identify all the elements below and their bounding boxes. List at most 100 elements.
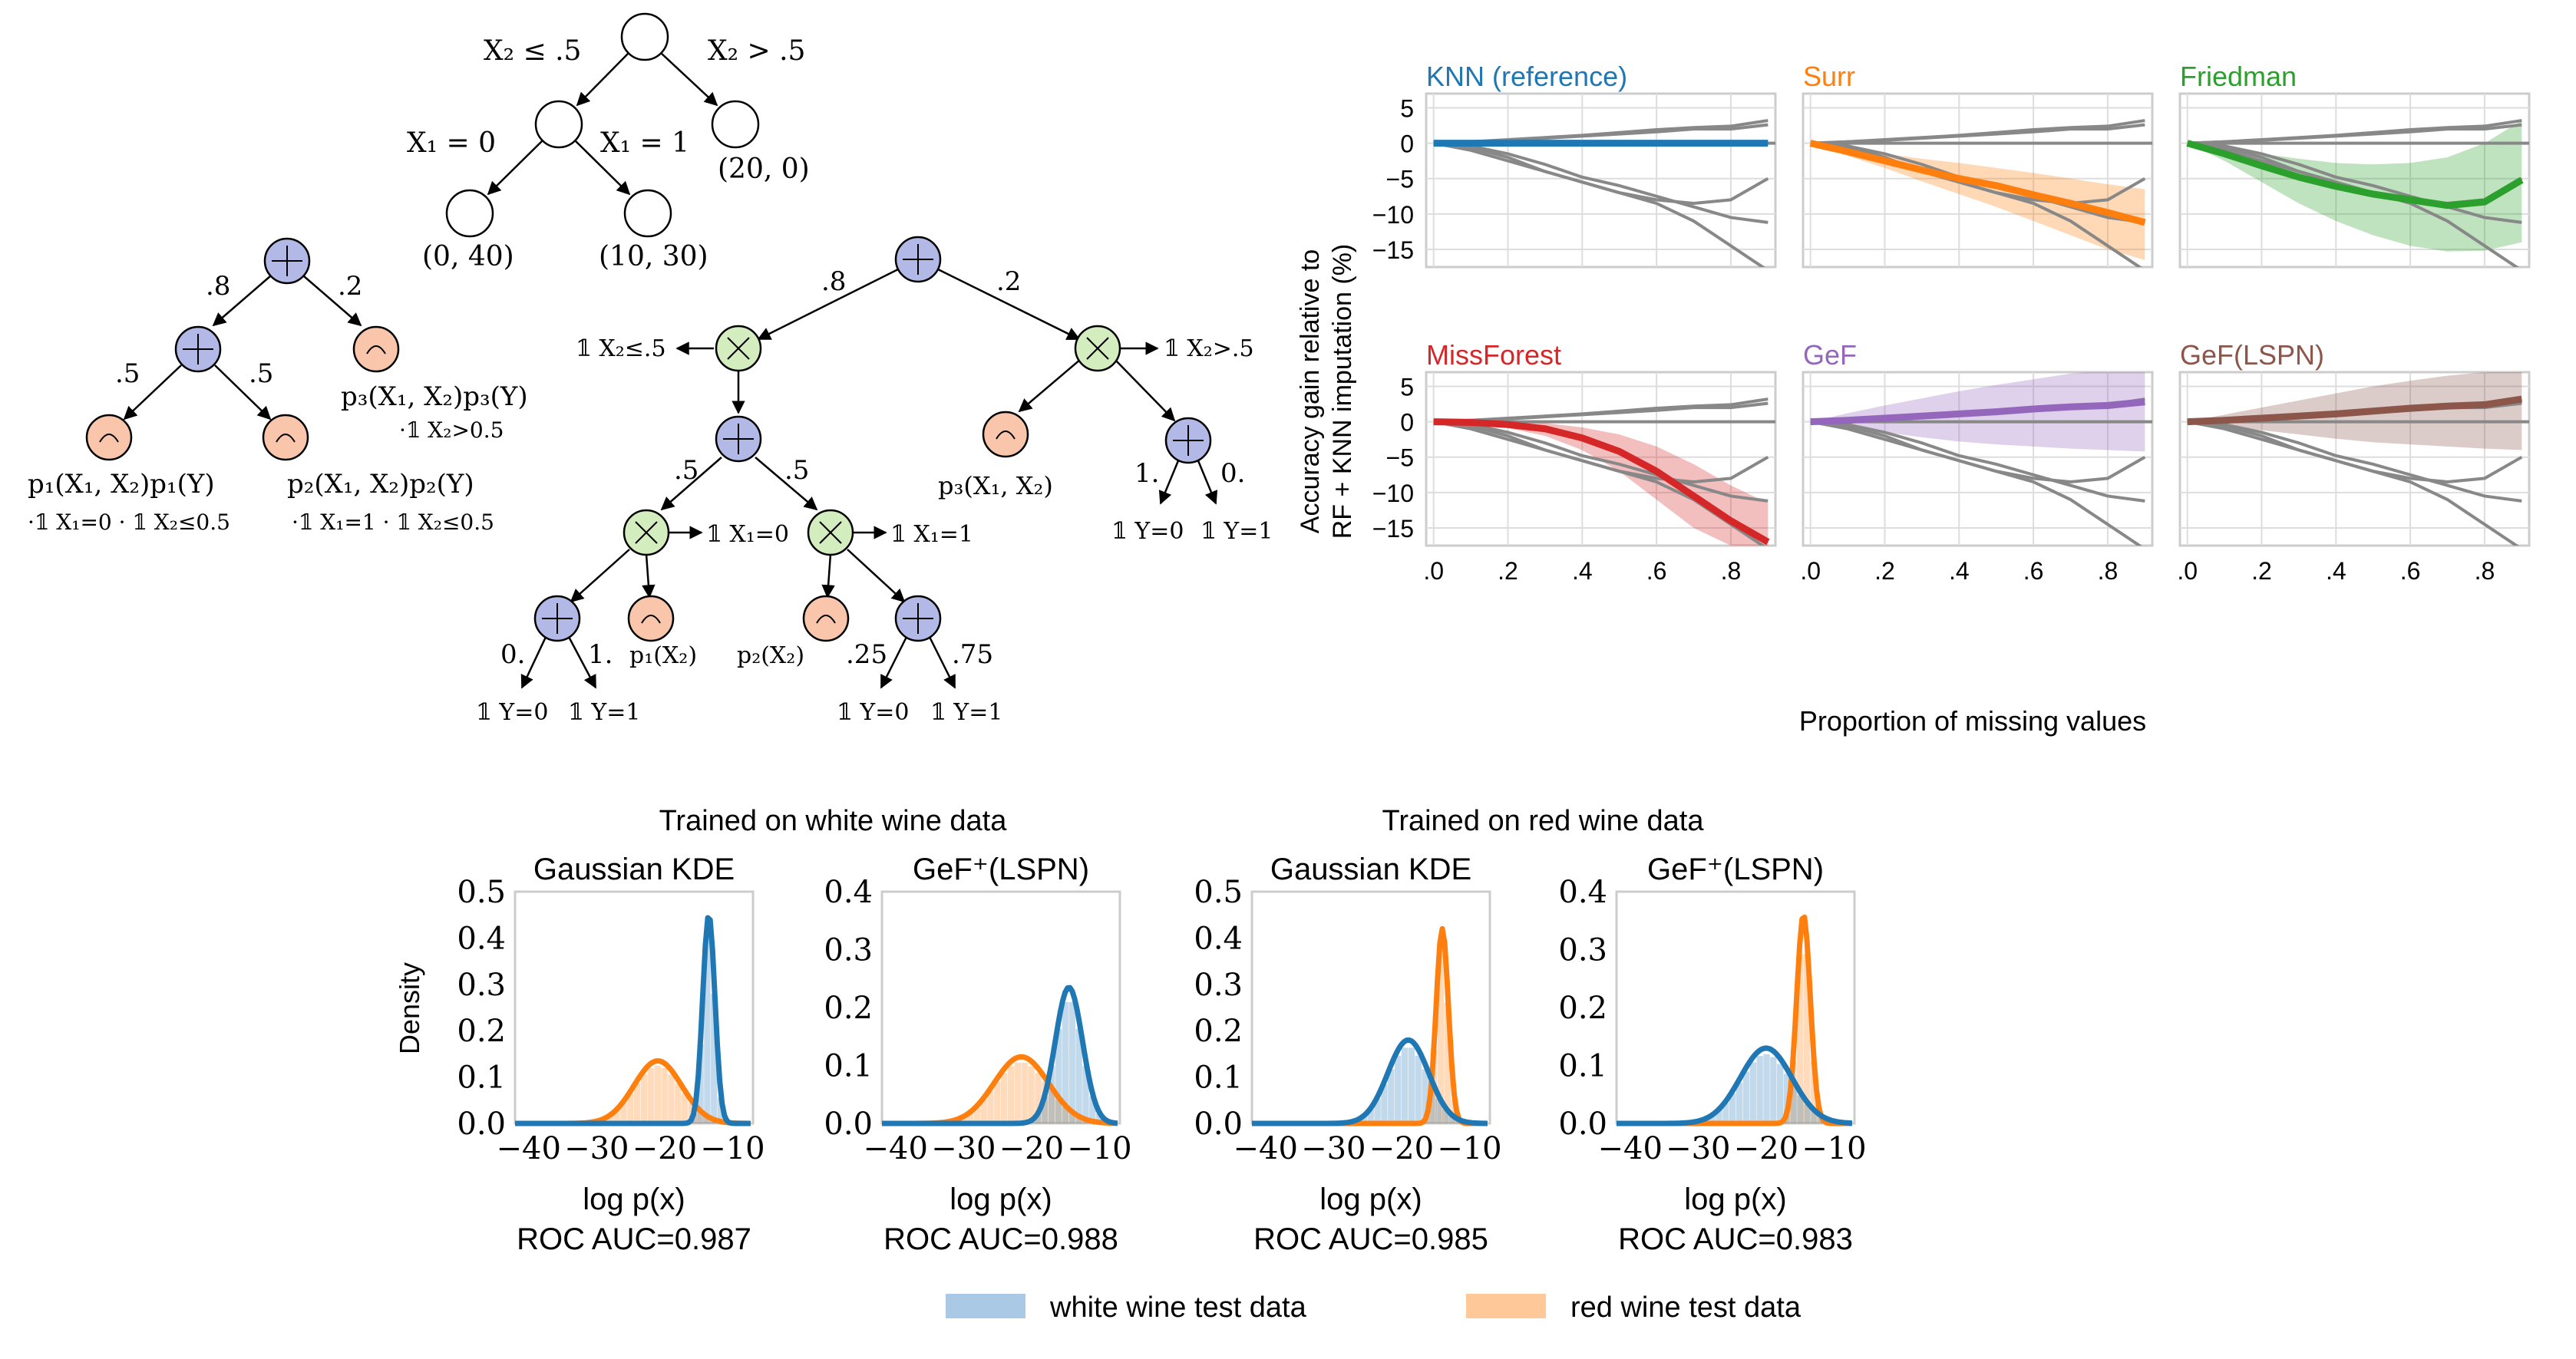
indicator-label: 𝟙 Y=1 — [568, 699, 640, 726]
weight-label: .5 — [784, 455, 809, 486]
histogram-bar — [695, 1110, 702, 1123]
acc-panel: MissForest 5 0 −5 −10 −15 .0 .2 .4 .6 .8 — [1372, 339, 1777, 585]
x-tick-label: −20 — [1734, 1131, 1798, 1166]
histogram-bar — [1075, 1028, 1082, 1123]
spn-edge — [821, 553, 835, 599]
x-axis-label: log p(x) — [1319, 1183, 1422, 1216]
spn-edge — [927, 635, 956, 689]
weight-label: .5 — [249, 358, 273, 389]
spn-left: .8 .2 .5 .5 p₃(X₁, X₂)p₃(Y) ·𝟙 X₂>0.5 p₁… — [28, 237, 528, 535]
y-tick-label: 0.5 — [457, 875, 506, 910]
y-tick-label: 0.2 — [1558, 991, 1607, 1026]
leaf-node — [352, 325, 400, 373]
leaf-formula: p₁(X₁, X₂)p₁(Y) — [28, 469, 215, 500]
y-tick-label: −10 — [1372, 480, 1414, 507]
histogram-bar — [675, 1084, 682, 1123]
roc-auc-label: ROC AUC=0.988 — [883, 1222, 1118, 1256]
panel-frame — [880, 890, 1121, 1125]
histogram-bar — [1042, 1096, 1049, 1123]
legend-swatch-red — [1466, 1294, 1546, 1318]
y-tick-label: 0.2 — [457, 1014, 506, 1049]
x-tick-label: −20 — [632, 1131, 697, 1166]
x-axis-label: log p(x) — [583, 1183, 685, 1216]
legend-label: white wine test data — [1049, 1291, 1307, 1324]
density-curve — [514, 915, 751, 1126]
histogram-bar — [1360, 1116, 1368, 1123]
histogram-bar — [1804, 1104, 1811, 1123]
reference-line — [1810, 420, 2145, 503]
group-title: Trained on white wine data — [659, 805, 1008, 837]
spn-edge — [1158, 458, 1181, 505]
x-tick-label: −30 — [1301, 1131, 1366, 1166]
leaf-count: (20, 0) — [718, 153, 810, 185]
histogram-bar — [654, 1065, 661, 1123]
y-tick-label: −5 — [1386, 444, 1414, 472]
density-panel: 0.5 0.4 0.3 0.2 0.1 0.0−40 −30 −20 −10 Gaussian K… — [1194, 853, 1501, 1256]
histogram-bar — [1763, 1054, 1770, 1123]
x-tick-label: −40 — [1234, 1131, 1298, 1166]
leaf-formula: p₂(X₁, X₂)p₂(Y) — [287, 469, 474, 500]
y-tick-label: 0.2 — [824, 991, 873, 1026]
y-tick-label: 0.0 — [1194, 1107, 1243, 1142]
weight-label: .2 — [338, 271, 362, 302]
weight-label: .5 — [674, 455, 698, 486]
weight-label: .75 — [952, 639, 993, 670]
panel-title: Surr — [1803, 61, 1855, 92]
sum-node — [894, 595, 942, 642]
acc-panel: Friedman — [2178, 61, 2531, 269]
spn-edge — [642, 553, 656, 599]
sum-node — [174, 325, 222, 373]
panel-title: Gaussian KDE — [533, 853, 735, 886]
x-tick-label: −40 — [1598, 1131, 1663, 1166]
histogram-bar — [1367, 1109, 1374, 1123]
histogram-bar — [1777, 1064, 1784, 1123]
x-axis-label: log p(x) — [1684, 1183, 1786, 1216]
y-tick-label: −5 — [1386, 166, 1414, 193]
sum-node — [1164, 417, 1212, 464]
histogram-bar — [994, 1081, 1001, 1123]
histogram-bar — [1007, 1066, 1015, 1123]
leaf-indicator: ·𝟙 X₂>0.5 — [399, 417, 504, 443]
spn-edge — [570, 549, 630, 603]
histogram-bar — [1716, 1110, 1722, 1123]
histogram-bar — [1062, 1107, 1069, 1123]
histogram-bar — [1062, 1001, 1069, 1123]
x-tick-label: −40 — [864, 1131, 928, 1166]
acc-panel: KNN (reference) 5 0 −5 −10 −15 — [1372, 61, 1777, 269]
histogram-bar — [1021, 1062, 1028, 1123]
x-tick-label: .0 — [2177, 557, 2198, 585]
legend-label: red wine test data — [1570, 1291, 1802, 1324]
leaf-node — [85, 414, 133, 461]
leaf-node — [627, 595, 675, 642]
acc-panel: GeF(LSPN) .0 .2 .4 .6 .8 — [2177, 339, 2531, 585]
x-tick-label: −10 — [700, 1131, 765, 1166]
weight-label: .2 — [996, 266, 1021, 297]
y-tick-label: −15 — [1372, 236, 1414, 264]
x-tick-label: .6 — [2400, 557, 2421, 585]
y-tick-label: 0.3 — [824, 933, 873, 968]
decision-tree: X₂ ≤ .5 X₂ > .5 X₁ = 0 X₁ = 1 (0, 40) (1… — [407, 12, 810, 272]
histogram-bar — [1722, 1102, 1729, 1123]
panel-title: Friedman — [2180, 61, 2297, 92]
y-tick-label: 0 — [1400, 409, 1414, 437]
panel-title: GeF(LSPN) — [2180, 339, 2324, 371]
product-node — [715, 325, 762, 372]
leaf-node — [262, 414, 309, 461]
histogram-bar — [1811, 1111, 1818, 1123]
histogram-bar — [702, 1115, 708, 1123]
indicator-label: 𝟙 Y=0 — [1111, 518, 1184, 545]
x-tick-label: −30 — [931, 1131, 996, 1166]
x-tick-label: .8 — [1721, 557, 1742, 585]
tree-leaf-b — [623, 189, 672, 238]
y-tick-label: 0.1 — [1558, 1049, 1607, 1084]
x-tick-label: .4 — [2326, 557, 2346, 585]
spn-edge — [660, 457, 722, 511]
panel-plot-area — [2186, 119, 2529, 267]
y-tick-label: 0 — [1400, 130, 1414, 158]
reference-line — [1433, 420, 1769, 503]
y-tick-label: −15 — [1372, 515, 1414, 543]
acc-panel: GeF .0 .2 .4 .6 .8 — [1800, 339, 2154, 585]
tree-root-node — [620, 12, 669, 61]
edge-label: X₂ > .5 — [708, 35, 805, 67]
